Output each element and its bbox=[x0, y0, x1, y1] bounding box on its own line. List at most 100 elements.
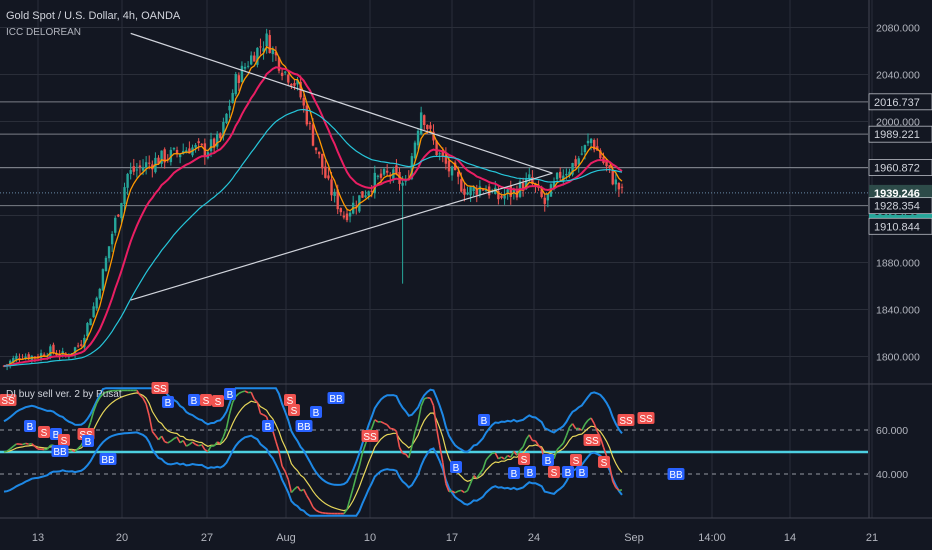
candle-body bbox=[36, 356, 40, 358]
candle-body bbox=[163, 149, 166, 163]
signal-marker-box bbox=[450, 461, 462, 473]
candle-body bbox=[555, 172, 559, 180]
price-label-box bbox=[868, 197, 932, 215]
candle-body bbox=[330, 179, 333, 196]
indicator-legend-di[interactable]: DI buy sell ver. 2 by Pusat bbox=[6, 389, 122, 400]
signal-marker-box bbox=[38, 426, 50, 438]
osc-fast-segment bbox=[414, 421, 419, 433]
osc-fast-segment bbox=[534, 440, 540, 446]
time-tick-label: 27 bbox=[201, 532, 213, 544]
candle-body bbox=[246, 65, 250, 67]
candle-body bbox=[308, 122, 312, 124]
osc-fast-segment bbox=[469, 475, 475, 484]
osc-fast-segment bbox=[590, 417, 595, 424]
osc-fast-segment bbox=[263, 414, 268, 418]
candle-body bbox=[342, 215, 346, 218]
signal-marker-label: BB bbox=[329, 394, 343, 405]
osc-fast-segment bbox=[349, 487, 354, 499]
signal-marker-box bbox=[361, 430, 379, 442]
symbol-legend[interactable]: Gold Spot / U.S. Dollar, 4h, OANDA bbox=[6, 10, 181, 22]
indicator-legend-icc[interactable]: ICC DELOREAN bbox=[6, 27, 82, 38]
osc-fast-segment bbox=[284, 471, 290, 480]
candle-body bbox=[132, 166, 135, 172]
osc-fast-segment bbox=[188, 441, 193, 446]
osc-fast-segment bbox=[553, 449, 558, 460]
candle-body bbox=[345, 213, 349, 221]
signal-marker-box bbox=[562, 466, 574, 478]
candle-body bbox=[253, 55, 256, 62]
candle-body bbox=[509, 185, 512, 197]
osc-fast-segment bbox=[6, 448, 11, 452]
buy-signal-marker: B bbox=[576, 466, 588, 479]
osc-upper-band bbox=[3, 387, 623, 486]
signal-marker-label: B bbox=[545, 456, 552, 467]
candle-body bbox=[18, 357, 21, 359]
candle-body bbox=[216, 133, 219, 147]
candle-body bbox=[327, 175, 330, 179]
osc-fast-segment bbox=[398, 446, 404, 454]
osc-fast-segment bbox=[278, 451, 283, 467]
sell-signal-marker: S bbox=[284, 394, 296, 407]
candle-body bbox=[197, 141, 200, 144]
candle-body bbox=[237, 75, 241, 84]
candle-body bbox=[364, 195, 367, 198]
candle-body bbox=[463, 188, 466, 195]
osc-fast-segment bbox=[241, 390, 246, 393]
candle-body bbox=[574, 159, 577, 167]
osc-fast-segment bbox=[102, 391, 107, 395]
price-tick-label: 1800.000 bbox=[876, 352, 920, 364]
candle-body bbox=[447, 160, 451, 172]
osc-fast-segment bbox=[559, 442, 564, 448]
candle-body bbox=[438, 153, 441, 155]
osc-tick-label: 40.000 bbox=[876, 469, 908, 481]
candle-body bbox=[426, 124, 429, 130]
osc-fast-segment bbox=[145, 403, 151, 416]
osc-lower-band bbox=[3, 431, 623, 517]
candle-body bbox=[15, 355, 18, 360]
candle-body bbox=[126, 173, 129, 188]
candle-body bbox=[324, 166, 327, 178]
candle-body bbox=[361, 191, 364, 198]
osc-fast-segment bbox=[290, 488, 296, 494]
time-tick-label: 21 bbox=[866, 532, 878, 544]
candle-body bbox=[450, 166, 454, 176]
osc-fast-segment bbox=[466, 482, 472, 491]
price-tick-label: 1880.000 bbox=[876, 258, 920, 270]
price-label-text: 1960.872 bbox=[874, 162, 920, 174]
sell-signal-marker: S bbox=[570, 454, 582, 467]
osc-fast-segment bbox=[139, 394, 144, 399]
price-label-box bbox=[868, 125, 932, 143]
osc-fast-segment bbox=[250, 391, 256, 400]
candle-body bbox=[506, 189, 509, 194]
candle-body bbox=[605, 159, 608, 167]
candle-body bbox=[413, 142, 417, 159]
candle-body bbox=[614, 179, 618, 185]
osc-fast-segment bbox=[522, 438, 527, 448]
osc-fast-segment bbox=[361, 443, 367, 454]
buy-signal-marker: B bbox=[310, 406, 322, 419]
buy-signal-marker: B bbox=[188, 394, 200, 407]
price-label-text: 1910.844 bbox=[874, 221, 920, 233]
osc-fast-segment bbox=[448, 490, 453, 493]
osc-fast-segment bbox=[275, 441, 280, 452]
candle-body bbox=[256, 47, 259, 65]
sell-signal-marker: SS bbox=[151, 382, 169, 395]
osc-fast-segment bbox=[244, 390, 249, 394]
osc-fast-segment bbox=[89, 411, 95, 423]
sell-signal-marker: SS bbox=[0, 394, 17, 407]
osc-fast-segment bbox=[253, 398, 258, 404]
buy-signal-marker: B bbox=[24, 420, 36, 433]
candle-body bbox=[259, 46, 262, 48]
osc-fast-segment bbox=[519, 446, 524, 451]
signal-marker-label: S bbox=[291, 406, 298, 417]
osc-fast-segment bbox=[225, 413, 231, 429]
candle-body bbox=[283, 71, 287, 73]
candle-body bbox=[274, 51, 278, 56]
signal-marker-label: B bbox=[165, 398, 172, 409]
candle-body bbox=[512, 189, 516, 194]
buy-signal-marker: B bbox=[224, 388, 236, 401]
signal-marker-label: BB bbox=[53, 447, 67, 458]
time-tick-label: Sep bbox=[624, 532, 644, 544]
candle-body bbox=[243, 66, 247, 69]
